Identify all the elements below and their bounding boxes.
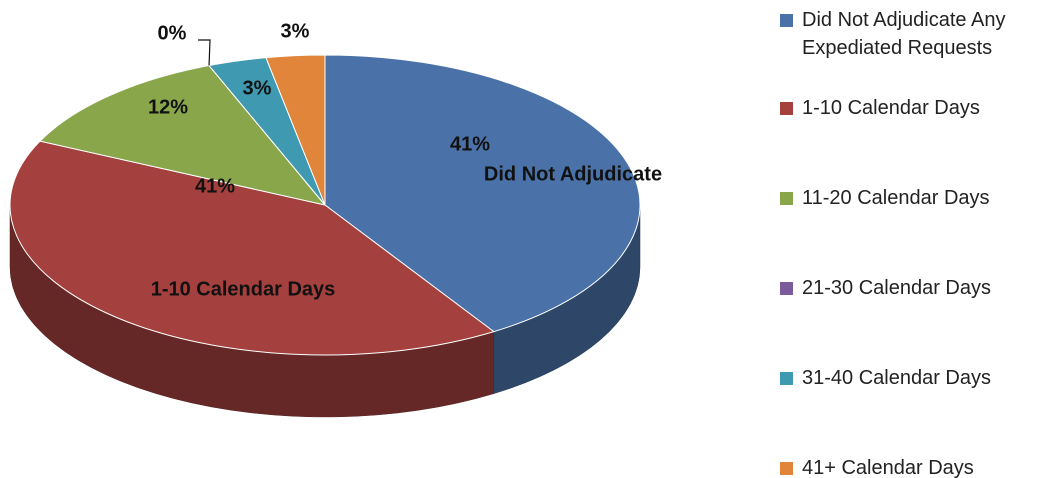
value-label: 41% — [195, 175, 235, 197]
leader-line — [198, 39, 211, 66]
value-label: 0% — [158, 22, 187, 44]
slice-annotation: Did Not Adjudicate — [484, 163, 662, 185]
value-label: 41% — [450, 133, 490, 155]
value-label: 3% — [243, 77, 272, 99]
legend-item: 41+ Calendar Days — [778, 454, 1053, 478]
legend-swatch — [780, 14, 793, 27]
legend-label: 11-20 Calendar Days — [802, 187, 990, 209]
legend-label: 31-40 Calendar Days — [802, 367, 991, 389]
slice — [324, 54, 641, 333]
pie-area: 41% 41% 12% 0% 3% 3% Did Not Adjudicate 1-10 Ca… — [9, 20, 662, 418]
legend-label: 1-10 Calendar Days — [802, 97, 980, 119]
legend-item: 31-40 Calendar Days — [778, 364, 1053, 392]
legend-swatch — [780, 102, 793, 115]
legend-item: Did Not Adjudicate Any Expediated Reques… — [778, 6, 1053, 62]
slice — [38, 64, 327, 206]
legend-item: 11-20 Calendar Days — [778, 184, 1053, 212]
legend-item: 21-30 Calendar Days — [778, 274, 1053, 302]
slice — [265, 54, 326, 206]
slice-annotation: 1-10 Calendar Days — [151, 278, 336, 300]
legend-label: 21-30 Calendar Days — [802, 277, 991, 299]
value-label: 12% — [148, 96, 188, 118]
legend-item: 1-10 Calendar Days — [778, 94, 1053, 122]
legend-label: Did Not Adjudicate Any Expediated Reques… — [802, 9, 1006, 59]
value-label: 3% — [281, 20, 310, 42]
legend-swatch — [780, 282, 793, 295]
legend-swatch — [780, 192, 793, 205]
legend-label: 41+ Calendar Days — [802, 457, 974, 478]
legend-swatch — [780, 372, 793, 385]
slice — [9, 140, 495, 356]
legend-swatch — [780, 462, 793, 475]
